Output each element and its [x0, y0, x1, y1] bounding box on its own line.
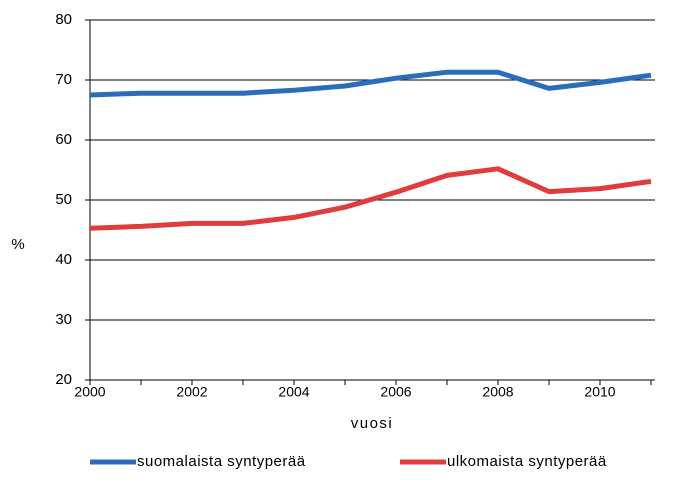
x-tick-label: 2000	[74, 384, 105, 400]
legend-label: suomalaista syntyperää	[137, 453, 306, 470]
y-tick-label: 40	[55, 251, 72, 268]
y-tick-label: 60	[55, 131, 72, 148]
legend-label: ulkomaista syntyperää	[447, 453, 607, 470]
x-tick-label: 2002	[176, 384, 207, 400]
y-tick-label: 20	[55, 371, 72, 388]
y-tick-label: 80	[55, 11, 72, 28]
series-line	[89, 69, 652, 98]
x-tick-label: 2010	[584, 384, 615, 400]
x-tick-label: 2004	[278, 384, 309, 400]
x-tick-label: 2008	[482, 384, 513, 400]
series-line	[89, 166, 652, 231]
x-axis-label: vuosi	[351, 415, 394, 432]
y-tick-label: 50	[55, 191, 72, 208]
y-tick-label: 70	[55, 71, 72, 88]
y-tick-label: 30	[55, 311, 72, 328]
y-axis-label: %	[11, 236, 24, 253]
x-tick-label: 2006	[380, 384, 411, 400]
